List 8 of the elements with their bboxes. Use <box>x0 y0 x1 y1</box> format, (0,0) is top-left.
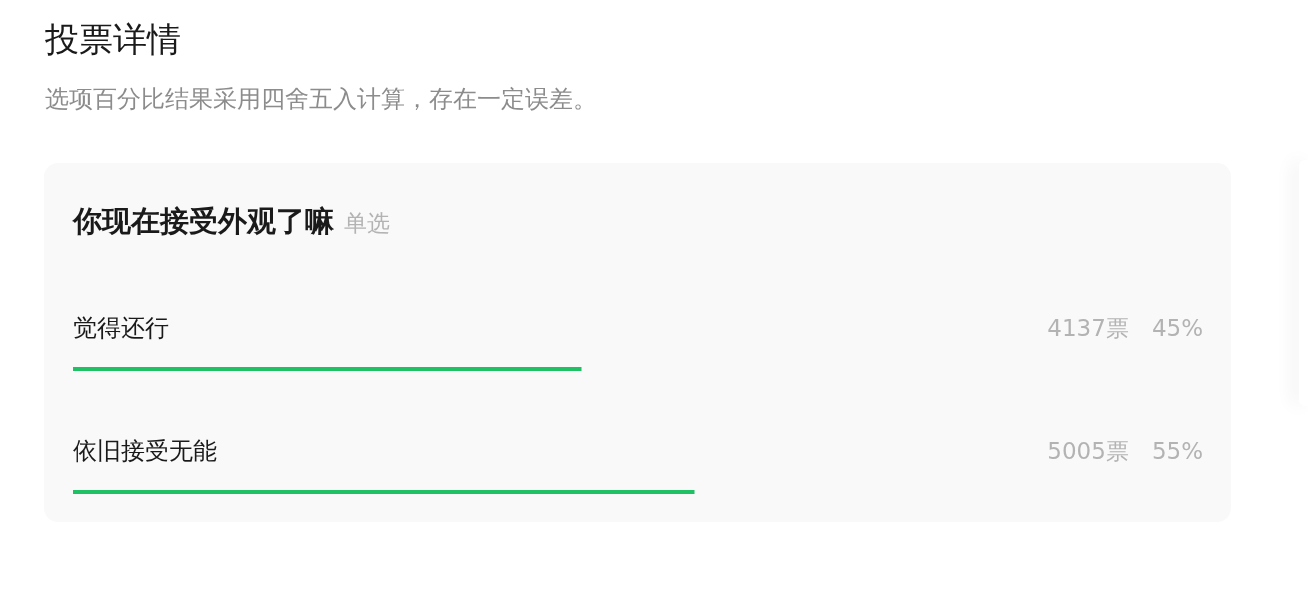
chart-title: 投票详情 <box>45 18 181 61</box>
data-label: 5005票 55% <box>1047 438 1203 464</box>
y-tick-label: 依旧接受无能 <box>73 437 217 465</box>
text: 你现在接受外观了嘛 <box>73 204 334 238</box>
text: 单选 <box>344 210 390 236</box>
data-label: 4137票 45% <box>1047 315 1203 341</box>
y-tick-label: 觉得还行 <box>73 314 169 342</box>
chart-subtitle: 选项百分比结果采用四舍五入计算，存在一定误差。 <box>45 84 597 115</box>
